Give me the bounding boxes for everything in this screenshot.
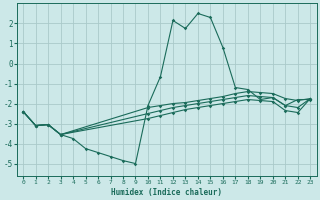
- X-axis label: Humidex (Indice chaleur): Humidex (Indice chaleur): [111, 188, 222, 197]
